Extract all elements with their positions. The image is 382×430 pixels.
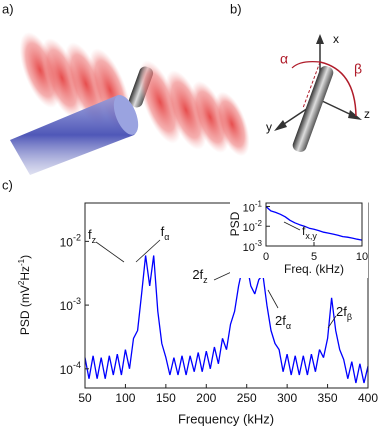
y-axis-title-part: Hz xyxy=(18,266,32,281)
annotation-sub: z xyxy=(92,235,97,245)
axis-name: z xyxy=(364,107,370,121)
x-tick-label: 100 xyxy=(115,391,135,405)
peak-annotation: 2fz xyxy=(192,267,208,285)
axes-illustration: x y z α β xyxy=(266,32,370,152)
axis-name: x xyxy=(333,32,339,46)
annotation-sub: z xyxy=(203,275,208,285)
inset-chart: 0 5 10 10-3 10-2 10-1 Freq. (kHz) PSD fx,y xyxy=(228,199,368,276)
y-tick-label: 10-2 xyxy=(243,219,263,234)
panel-label: a) xyxy=(2,1,14,16)
x-tick-label: 200 xyxy=(196,391,216,405)
annotation-base: f xyxy=(161,224,165,239)
axis-name: y xyxy=(266,120,272,134)
x-tick-label: 250 xyxy=(237,391,257,405)
annotation-base: f xyxy=(302,224,306,238)
psd-chart: 50 100 150 200 250 300 350 40010-410-310-2Frequ… xyxy=(17,202,378,426)
x-tick-label: 0 xyxy=(263,251,269,263)
x-tick-label: 350 xyxy=(318,391,338,405)
peak-annotation: fz xyxy=(88,227,97,245)
inset-y-title: PSD xyxy=(228,211,242,236)
y-axis-title-part: 2 xyxy=(17,280,26,285)
annotation-sub: α xyxy=(164,232,169,242)
y-axis-title-part: ) xyxy=(18,255,32,259)
angle-name: β xyxy=(354,61,362,77)
annotation-base: 2f xyxy=(336,304,347,319)
peak-annotation: 2fβ xyxy=(336,304,352,322)
annotation-base: f xyxy=(88,227,92,242)
y-axis-title-part: -1 xyxy=(17,258,26,266)
x-tick-label: 10 xyxy=(356,251,368,263)
x-tick-label: 400 xyxy=(358,391,378,405)
angle-name: α xyxy=(280,51,288,67)
x-tick-label: 300 xyxy=(277,391,297,405)
x-tick-label: 150 xyxy=(156,391,176,405)
spectrum-line xyxy=(265,206,363,241)
y-tick-label: 10-2 xyxy=(60,233,81,250)
annotation-sub: α xyxy=(286,321,291,331)
y-tick-label: 10-3 xyxy=(60,296,81,313)
x-axis-title: Frequency (kHz) xyxy=(178,411,274,426)
y-tick-label: 10-4 xyxy=(60,360,81,377)
trap-illustration xyxy=(10,32,250,175)
annotation-base: 2f xyxy=(192,267,203,282)
annotation-base: 2f xyxy=(275,313,286,328)
plot-frame xyxy=(84,202,369,389)
y-tick-label: 10-3 xyxy=(243,239,263,254)
panel-label: c) xyxy=(2,177,13,192)
annotation-sub: x,y xyxy=(305,231,317,241)
peak-annotation: 2fα xyxy=(275,313,291,331)
peak-annotation: fα xyxy=(161,224,170,242)
inset-background xyxy=(230,198,368,278)
annotation-sub: β xyxy=(347,312,352,322)
y-tick-label: 10-1 xyxy=(243,199,263,214)
x-tick-label: 5 xyxy=(311,251,317,263)
spectrum-line xyxy=(84,255,369,384)
y-axis-title-part: PSD (mV xyxy=(18,285,32,335)
inset-x-title: Freq. (kHz) xyxy=(284,262,344,276)
x-tick-label: 50 xyxy=(78,391,92,405)
inset-annotation: fx,y xyxy=(302,224,317,241)
annotation-line xyxy=(283,221,301,231)
panel-label: b) xyxy=(230,1,242,16)
y-axis-title: PSD (mV2Hz-1) xyxy=(17,255,33,335)
